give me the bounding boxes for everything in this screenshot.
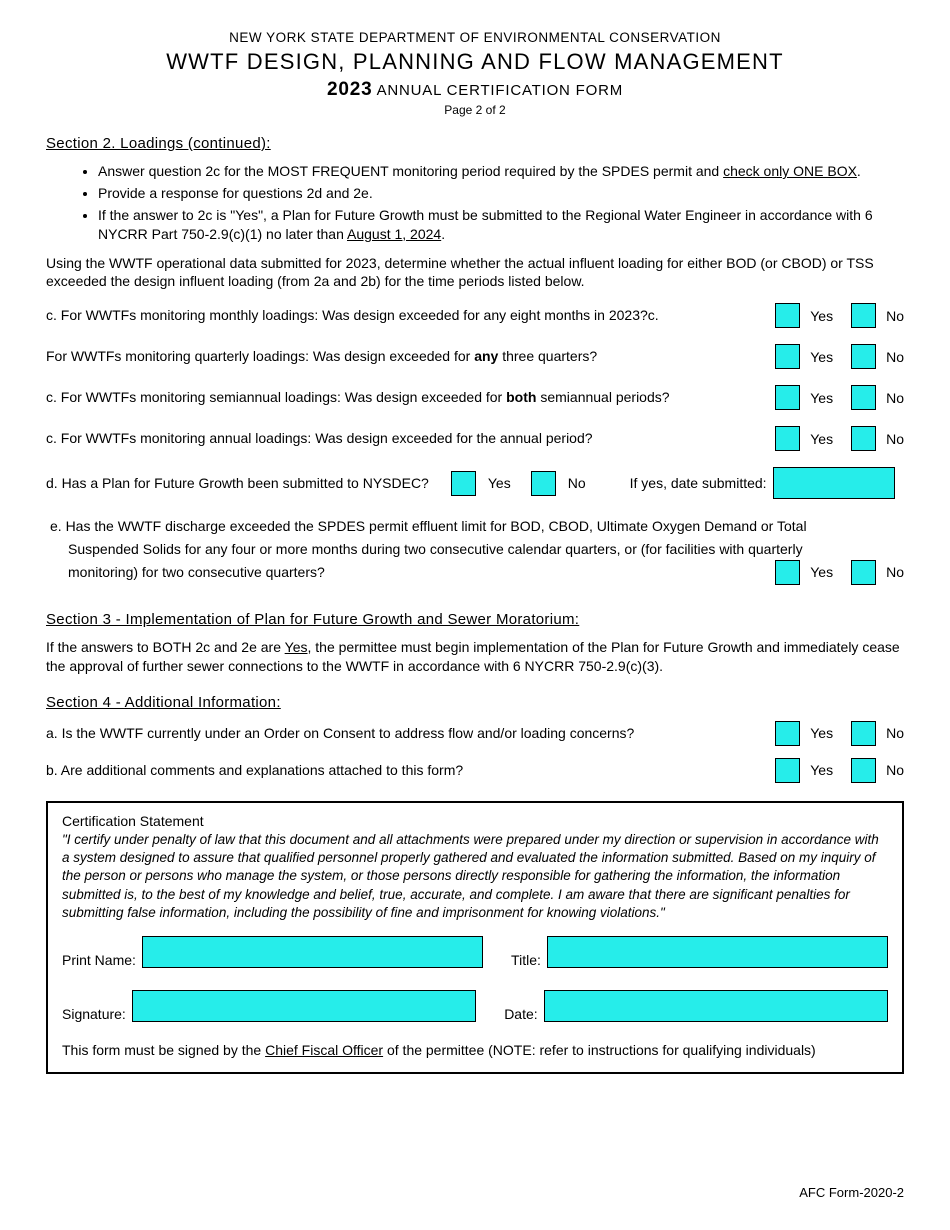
section-3-heading: Section 3 - Implementation of Plan for F… <box>46 611 904 628</box>
section-3-text: If the answers to BOTH 2c and 2e are Yes… <box>46 638 904 676</box>
question-2c-semiannual: c. For WWTFs monitoring semiannual loadi… <box>46 385 904 410</box>
label-yes: Yes <box>804 725 847 741</box>
checkbox-no[interactable] <box>851 344 876 369</box>
form-type: ANNUAL CERTIFICATION FORM <box>377 82 623 99</box>
yn-group: Yes No <box>775 758 904 783</box>
checkbox-no[interactable] <box>851 721 876 746</box>
certification-box: Certification Statement "I certify under… <box>46 801 904 1074</box>
question-2c-monthly: c. For WWTFs monitoring monthly loadings… <box>46 303 904 328</box>
print-name-field[interactable] <box>142 936 483 968</box>
section-2-bullets: Answer question 2c for the MOST FREQUENT… <box>98 162 904 244</box>
checkbox-yes[interactable] <box>451 471 476 496</box>
label-no: No <box>880 308 904 324</box>
section-2-intro: Using the WWTF operational data submitte… <box>46 254 904 292</box>
yn-group: Yes No <box>775 426 904 451</box>
date-label: Date: <box>504 1006 537 1022</box>
checkbox-yes[interactable] <box>775 303 800 328</box>
question-2d: d. Has a Plan for Future Growth been sub… <box>46 467 904 499</box>
year-line: 2023 ANNUAL CERTIFICATION FORM <box>46 79 904 101</box>
checkbox-yes[interactable] <box>775 385 800 410</box>
yn-group: Yes No <box>775 303 904 328</box>
checkbox-no[interactable] <box>851 560 876 585</box>
question-2c-annual: c. For WWTFs monitoring annual loadings:… <box>46 426 904 451</box>
print-name-label: Print Name: <box>62 952 136 968</box>
date-submitted-label: If yes, date submitted: <box>630 475 767 491</box>
checkbox-yes[interactable] <box>775 758 800 783</box>
label-no: No <box>880 431 904 447</box>
checkbox-no[interactable] <box>851 385 876 410</box>
signature-row-1: Print Name: Title: <box>62 936 888 968</box>
label-no: No <box>562 475 600 491</box>
label-yes: Yes <box>804 349 847 365</box>
yn-group: Yes No <box>775 385 904 410</box>
question-4b: b. Are additional comments and explanati… <box>46 758 904 783</box>
form-id: AFC Form-2020-2 <box>799 1185 904 1200</box>
section-4-heading: Section 4 - Additional Information: <box>46 694 904 711</box>
label-yes: Yes <box>804 390 847 406</box>
label-yes: Yes <box>804 431 847 447</box>
checkbox-no[interactable] <box>851 758 876 783</box>
label-no: No <box>880 561 904 583</box>
checkbox-yes[interactable] <box>775 560 800 585</box>
form-year: 2023 <box>327 79 372 100</box>
page-number: Page 2 of 2 <box>46 103 904 117</box>
bullet-item: Answer question 2c for the MOST FREQUENT… <box>98 162 904 181</box>
cert-body: "I certify under penalty of law that thi… <box>62 831 888 922</box>
label-no: No <box>880 762 904 778</box>
label-yes: Yes <box>804 561 847 583</box>
question-2e: e. Has the WWTF discharge exceeded the S… <box>50 515 904 585</box>
department-name: NEW YORK STATE DEPARTMENT OF ENVIRONMENT… <box>46 30 904 45</box>
label-no: No <box>880 349 904 365</box>
yn-group: Yes No <box>775 721 904 746</box>
cert-footer: This form must be signed by the Chief Fi… <box>62 1042 888 1058</box>
form-title: WWTF DESIGN, PLANNING AND FLOW MANAGEMEN… <box>46 49 904 75</box>
cert-title: Certification Statement <box>62 813 888 829</box>
label-no: No <box>880 390 904 406</box>
signature-field[interactable] <box>132 990 476 1022</box>
question-2c-quarterly: For WWTFs monitoring quarterly loadings:… <box>46 344 904 369</box>
yn-group: Yes No <box>775 344 904 369</box>
section-2-heading: Section 2. Loadings (continued): <box>46 135 904 152</box>
yn-group: Yes No <box>775 560 904 585</box>
checkbox-no[interactable] <box>851 303 876 328</box>
checkbox-yes[interactable] <box>775 426 800 451</box>
checkbox-no[interactable] <box>531 471 556 496</box>
title-label: Title: <box>511 952 541 968</box>
label-no: No <box>880 725 904 741</box>
bullet-item: Provide a response for questions 2d and … <box>98 184 904 203</box>
date-field[interactable] <box>544 990 888 1022</box>
signature-row-2: Signature: Date: <box>62 990 888 1022</box>
form-header: NEW YORK STATE DEPARTMENT OF ENVIRONMENT… <box>46 30 904 117</box>
question-4a: a. Is the WWTF currently under an Order … <box>46 721 904 746</box>
checkbox-yes[interactable] <box>775 344 800 369</box>
label-yes: Yes <box>482 475 525 491</box>
checkbox-yes[interactable] <box>775 721 800 746</box>
signature-label: Signature: <box>62 1006 126 1022</box>
label-yes: Yes <box>804 762 847 778</box>
date-submitted-field[interactable] <box>773 467 895 499</box>
checkbox-no[interactable] <box>851 426 876 451</box>
bullet-item: If the answer to 2c is "Yes", a Plan for… <box>98 206 904 244</box>
label-yes: Yes <box>804 308 847 324</box>
title-field[interactable] <box>547 936 888 968</box>
